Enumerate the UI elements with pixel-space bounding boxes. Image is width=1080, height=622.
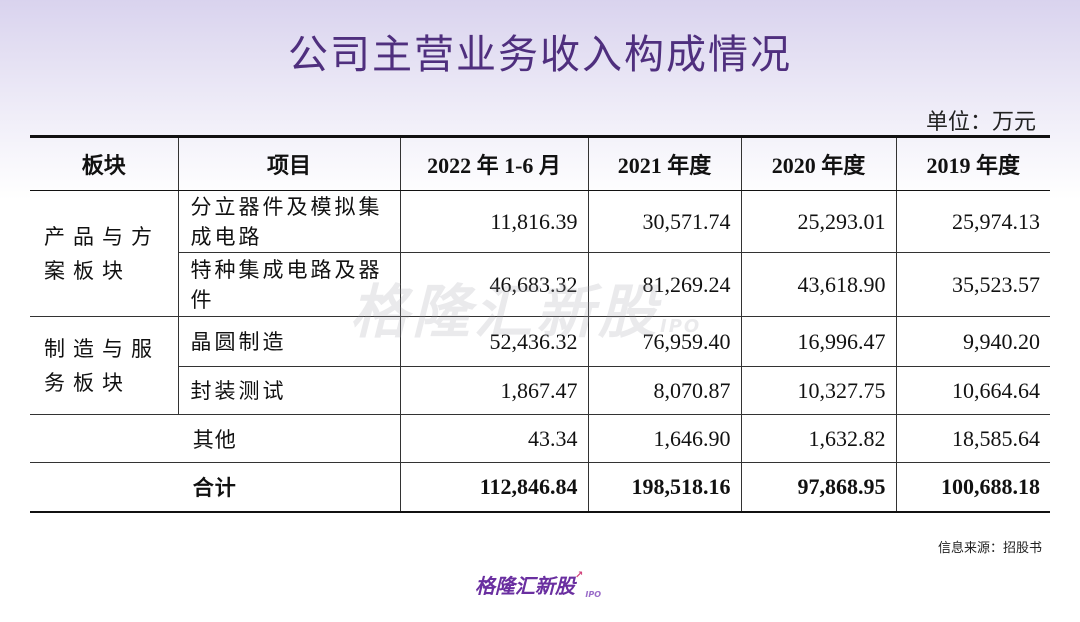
value-cell: 16,996.47 — [740, 316, 897, 367]
table-row: 特种集成电路及器件 46,683.32 81,269.24 43,618.90 … — [30, 252, 1050, 317]
header-2019: 2019 年度 — [895, 135, 1050, 191]
item-cell: 特种集成电路及器件 — [178, 252, 401, 317]
value-cell: 43.34 — [399, 414, 589, 463]
header-2021: 2021 年度 — [587, 135, 742, 191]
item-cell: 分立器件及模拟集成电路 — [177, 190, 401, 253]
total-value: 198,518.16 — [587, 462, 742, 513]
value-cell: 10,327.75 — [740, 366, 897, 415]
header-segment: 板块 — [30, 135, 179, 191]
value-cell: 8,070.87 — [587, 366, 742, 415]
total-value: 112,846.84 — [399, 462, 589, 513]
page-title: 公司主营业务收入构成情况 — [288, 32, 792, 78]
table-row: 其他 43.34 1,646.90 1,632.82 18,585.64 — [30, 414, 1050, 463]
segment-cell: 产品与方案板块 — [30, 190, 179, 317]
value-cell: 81,269.24 — [587, 252, 742, 317]
table-row: 产品与方案板块 分立器件及模拟集成电路 11,816.39 30,571.74 … — [30, 190, 1050, 317]
total-value: 97,868.95 — [740, 462, 897, 513]
total-value: 100,688.18 — [895, 462, 1050, 513]
value-cell: 35,523.57 — [895, 252, 1050, 317]
table-row: 制造与服务板块 晶圆制造 52,436.32 76,959.40 16,996.… — [30, 316, 1050, 415]
revenue-table-container: 板块 项目 2022 年 1-6 月 2021 年度 2020 年度 2019 … — [30, 135, 1050, 513]
table-total-row: 合计 112,846.84 198,518.16 97,868.95 100,6… — [30, 462, 1050, 513]
value-cell: 43,618.90 — [740, 252, 897, 317]
value-cell: 30,571.74 — [587, 190, 742, 253]
segment-cell: 制造与服务板块 — [30, 316, 179, 415]
value-cell: 18,585.64 — [895, 414, 1050, 463]
value-cell: 1,867.47 — [399, 366, 589, 415]
value-cell: 10,664.64 — [895, 366, 1050, 415]
value-cell: 9,940.20 — [895, 316, 1050, 367]
value-cell: 1,632.82 — [740, 414, 897, 463]
header-2022h1: 2022 年 1-6 月 — [399, 135, 589, 191]
arrow-up-icon: ↗ — [575, 570, 584, 581]
total-label: 合计 — [30, 462, 401, 513]
item-cell-other: 其他 — [30, 414, 401, 463]
table-header-row: 板块 项目 2022 年 1-6 月 2021 年度 2020 年度 2019 … — [30, 135, 1050, 191]
header-2020: 2020 年度 — [740, 135, 897, 191]
table-row: 封装测试 1,867.47 8,070.87 10,327.75 10,664.… — [30, 366, 1050, 415]
value-cell: 46,683.32 — [399, 252, 589, 317]
logo-text: 格隆汇新股 — [475, 574, 575, 598]
item-cell: 封装测试 — [178, 366, 401, 415]
value-cell: 25,974.13 — [895, 190, 1050, 253]
revenue-table: 板块 项目 2022 年 1-6 月 2021 年度 2020 年度 2019 … — [30, 135, 1050, 513]
value-cell: 1,646.90 — [587, 414, 742, 463]
header-item: 项目 — [177, 135, 401, 191]
value-cell: 76,959.40 — [587, 316, 742, 367]
brand-logo: 格隆汇新股↗IPO — [475, 570, 601, 599]
logo-ipo: IPO — [585, 590, 602, 599]
source-note: 信息来源：招股书 — [937, 541, 1042, 556]
item-cell: 晶圆制造 — [177, 316, 401, 367]
unit-label: 单位：万元 — [925, 110, 1036, 135]
value-cell: 25,293.01 — [740, 190, 897, 253]
value-cell: 11,816.39 — [399, 190, 589, 253]
value-cell: 52,436.32 — [399, 316, 589, 367]
